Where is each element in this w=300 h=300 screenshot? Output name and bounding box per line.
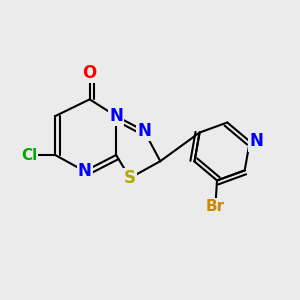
Text: Cl: Cl: [21, 148, 38, 163]
Text: N: N: [249, 132, 263, 150]
Text: N: N: [137, 122, 151, 140]
Text: N: N: [78, 162, 92, 180]
Text: S: S: [124, 169, 136, 187]
Text: Br: Br: [206, 200, 225, 214]
Text: O: O: [82, 64, 97, 82]
Text: N: N: [109, 107, 123, 125]
